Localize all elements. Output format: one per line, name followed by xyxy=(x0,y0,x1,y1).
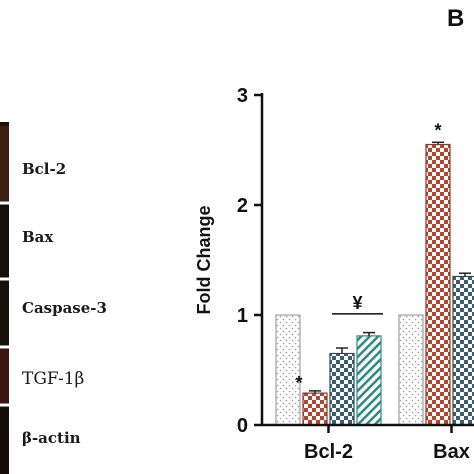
x-category-label: Bcl-2 xyxy=(304,441,353,463)
bar-bcl2-s2 xyxy=(302,392,328,426)
y-axis-label: Fold Change xyxy=(194,206,214,315)
bar-bcl2-s4 xyxy=(356,335,382,426)
blot-label-actin: β-actin xyxy=(22,429,81,447)
y-tick-label: 1 xyxy=(237,305,248,327)
blot-band-bax xyxy=(0,205,9,277)
significance-marker: * xyxy=(434,121,441,141)
y-tick-label: 2 xyxy=(237,195,248,217)
annotations-group: **¥¥ xyxy=(295,121,441,394)
blot-label-caspase3: Caspase-3 xyxy=(22,299,107,317)
western-blot-panel: Bcl-2 Bax Caspase-3 TGF-1β β-actin xyxy=(0,122,107,474)
significance-marker: * xyxy=(295,373,302,393)
bar-bax-s1 xyxy=(398,314,424,426)
significance-marker: ¥ xyxy=(352,293,362,313)
x-category-label: Bax xyxy=(433,441,470,463)
y-tick-label: 3 xyxy=(237,85,248,107)
bars-group xyxy=(275,141,474,426)
blot-label-tgf: TGF-1β xyxy=(22,369,84,389)
blot-label-bax: Bax xyxy=(22,228,54,246)
blot-band-caspase3 xyxy=(0,281,9,345)
bar-bax-s3 xyxy=(452,275,474,426)
panel-letter: B xyxy=(447,5,464,32)
x-axis: Bcl-2 Bax xyxy=(262,423,474,463)
y-tick-label: 0 xyxy=(237,415,248,437)
y-axis: 0 1 2 3 xyxy=(237,85,264,437)
bar-bcl2-s1 xyxy=(275,314,301,426)
blot-band-tgf xyxy=(0,349,9,403)
blot-label-bcl2: Bcl-2 xyxy=(22,160,66,178)
blot-band-bcl2 xyxy=(0,126,9,201)
bar-bcl2-s3 xyxy=(329,352,355,426)
bar-bax-s2 xyxy=(425,143,451,426)
blot-band-actin xyxy=(0,407,9,474)
